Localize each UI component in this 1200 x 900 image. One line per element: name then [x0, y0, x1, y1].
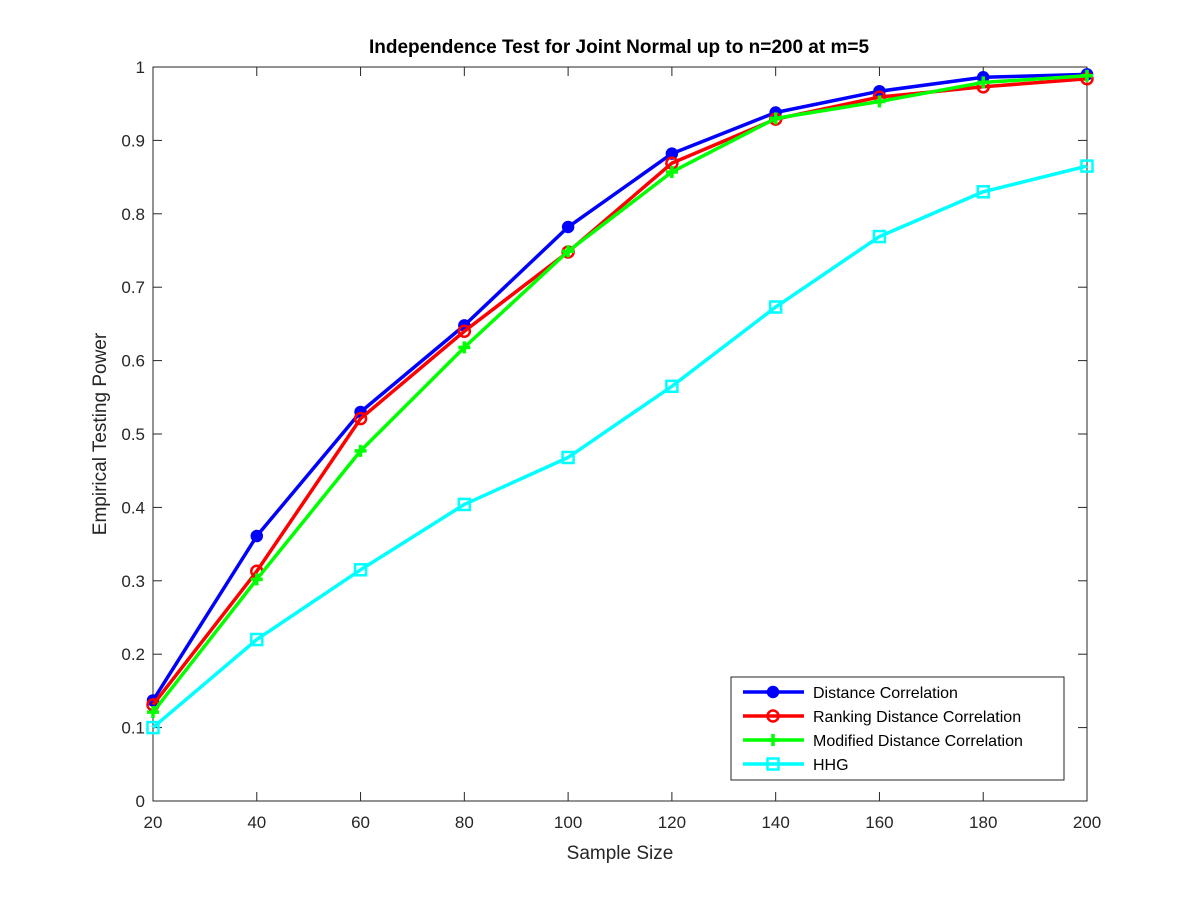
data-point [768, 300, 783, 314]
data-point [146, 720, 160, 735]
y-tick-label: 0.8 [121, 205, 145, 224]
series-line [151, 74, 1088, 714]
series-layer [146, 68, 1094, 735]
axes: 20 40 60 80 100 120 140 160 180 200 0 0.1 0.2 0.3 0.4 0… [121, 58, 1101, 832]
data-point [147, 706, 159, 719]
data-point [766, 709, 780, 723]
series-line [151, 164, 1088, 729]
data-point [1081, 69, 1093, 82]
y-tick-label: 0.5 [121, 425, 145, 444]
data-point [1080, 159, 1094, 173]
legend-label: Ranking Distance Correlation [813, 709, 1021, 726]
data-point [665, 165, 678, 178]
data-point [976, 185, 990, 199]
legend-entry: Ranking Distance Correlation [743, 709, 1021, 726]
data-point [250, 529, 264, 543]
data-point [458, 341, 471, 354]
data-point [562, 245, 575, 258]
data-point [457, 497, 472, 512]
data-point [354, 444, 367, 457]
data-point [665, 379, 679, 394]
y-tick-label: 0.4 [121, 498, 145, 517]
x-tick-label: 60 [351, 813, 370, 832]
data-point [873, 95, 886, 108]
data-point [766, 757, 780, 771]
legend-entry: HHG [743, 757, 849, 774]
legend-label: Distance Correlation [813, 685, 958, 702]
data-point [250, 632, 264, 647]
data-point [561, 450, 575, 465]
x-tick-label: 200 [1073, 813, 1101, 832]
data-point [767, 734, 779, 746]
series-line [151, 72, 1088, 702]
series-3 [147, 69, 1093, 719]
y-tick-label: 0.9 [121, 131, 145, 150]
data-point [977, 76, 990, 89]
x-tick-label: 40 [247, 813, 266, 832]
x-tick-label: 180 [969, 813, 997, 832]
y-tick-label: 0.7 [121, 278, 145, 297]
data-point [250, 573, 263, 586]
x-tick-label: 120 [658, 813, 686, 832]
x-tick-label: 140 [761, 813, 789, 832]
data-point [353, 563, 368, 577]
x-tick-label: 100 [554, 813, 582, 832]
legend-entry: Modified Distance Correlation [743, 733, 1023, 750]
y-tick-label: 0 [136, 792, 145, 811]
data-point [872, 229, 887, 244]
x-tick-label: 160 [865, 813, 893, 832]
data-point [769, 112, 782, 125]
data-point [353, 411, 368, 426]
legend-label: Modified Distance Correlation [813, 733, 1023, 750]
x-tick-label: 80 [455, 813, 474, 832]
y-axis-label: Empirical Testing Power [90, 332, 111, 535]
series-4 [146, 159, 1094, 735]
x-axis-label: Sample Size [567, 843, 674, 864]
y-tick-label: 0.2 [121, 645, 145, 664]
data-point [665, 147, 679, 160]
chart-title: Independence Test for Joint Normal up to… [369, 37, 870, 58]
y-tick-label: 1 [136, 58, 145, 77]
data-point [457, 324, 472, 338]
y-tick-label: 0.1 [121, 719, 145, 738]
y-tick-label: 0.3 [121, 572, 145, 591]
legend: Distance Correlation Ranking Distance Cor… [730, 676, 1065, 781]
x-tick-label: 20 [144, 813, 163, 832]
legend-entry: Distance Correlation [743, 685, 958, 702]
legend-label: HHG [813, 757, 849, 774]
y-tick-label: 0.6 [121, 352, 145, 371]
data-point [766, 685, 780, 699]
series-1 [146, 68, 1094, 707]
data-point [561, 220, 575, 234]
